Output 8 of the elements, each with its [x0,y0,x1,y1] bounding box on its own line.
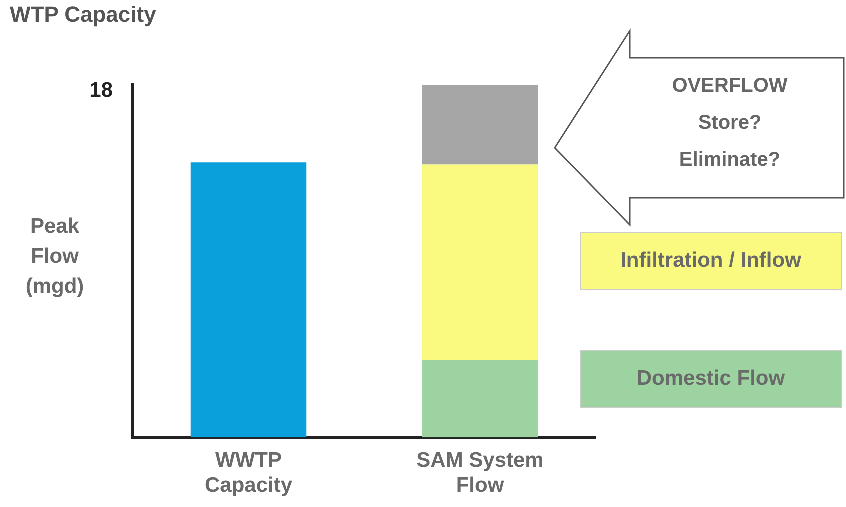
y-axis-title: Peak Flow (mgd) [24,214,86,300]
text: OVERFLOW Store? Eliminate? [671,74,789,173]
chart-title: WTP Capacity [10,2,156,28]
legend-swatch: Domestic Flow [580,350,842,408]
x-tick-label: WWTP Capacity [204,448,293,498]
legend-swatch: Infiltration / Inflow [580,232,842,290]
x-tick-label: SAM System Flow [416,448,544,498]
text: 18 [90,78,114,102]
